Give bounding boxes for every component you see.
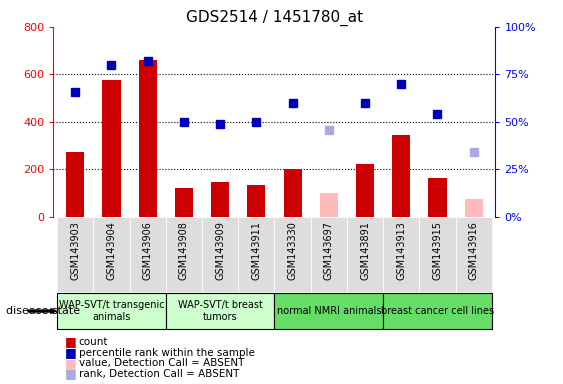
FancyBboxPatch shape (57, 293, 166, 329)
FancyBboxPatch shape (202, 217, 238, 292)
Bar (138, 60, 157, 217)
FancyBboxPatch shape (383, 293, 492, 329)
Text: ■: ■ (65, 357, 77, 370)
Text: WAP-SVT/t transgenic
animals: WAP-SVT/t transgenic animals (59, 300, 164, 322)
Text: ■: ■ (65, 346, 77, 359)
Bar (284, 169, 302, 217)
Text: ■: ■ (65, 335, 77, 348)
Text: rank, Detection Call = ABSENT: rank, Detection Call = ABSENT (79, 369, 239, 379)
FancyBboxPatch shape (166, 217, 202, 292)
Bar (320, 193, 338, 217)
Text: GSM143915: GSM143915 (432, 221, 443, 280)
Text: GSM143908: GSM143908 (179, 221, 189, 280)
Bar (211, 182, 229, 217)
FancyBboxPatch shape (347, 217, 383, 292)
Text: GSM143330: GSM143330 (288, 221, 298, 280)
Bar (247, 185, 265, 217)
Bar (102, 80, 120, 217)
FancyBboxPatch shape (311, 217, 347, 292)
FancyBboxPatch shape (419, 217, 455, 292)
FancyBboxPatch shape (57, 217, 93, 292)
Bar (356, 164, 374, 217)
Text: disease state: disease state (6, 306, 80, 316)
Bar (428, 179, 446, 217)
FancyBboxPatch shape (275, 217, 311, 292)
FancyBboxPatch shape (238, 217, 275, 292)
Text: GSM143916: GSM143916 (469, 221, 479, 280)
Text: normal NMRI animals: normal NMRI animals (276, 306, 381, 316)
Text: GSM143906: GSM143906 (142, 221, 153, 280)
Text: count: count (79, 337, 108, 347)
Text: WAP-SVT/t breast
tumors: WAP-SVT/t breast tumors (178, 300, 262, 322)
Text: GSM143697: GSM143697 (324, 221, 334, 280)
Bar (175, 189, 193, 217)
Text: GSM143909: GSM143909 (215, 221, 225, 280)
Text: GSM143911: GSM143911 (251, 221, 261, 280)
FancyBboxPatch shape (383, 217, 419, 292)
Title: GDS2514 / 1451780_at: GDS2514 / 1451780_at (186, 9, 363, 25)
Text: breast cancer cell lines: breast cancer cell lines (381, 306, 494, 316)
Bar (392, 135, 410, 217)
FancyBboxPatch shape (275, 293, 383, 329)
Bar (66, 152, 84, 217)
FancyBboxPatch shape (166, 293, 275, 329)
Text: ■: ■ (65, 367, 77, 381)
Text: GSM143904: GSM143904 (106, 221, 117, 280)
Text: GSM143891: GSM143891 (360, 221, 370, 280)
Text: percentile rank within the sample: percentile rank within the sample (79, 348, 254, 358)
Bar (464, 199, 482, 217)
FancyBboxPatch shape (93, 217, 129, 292)
FancyBboxPatch shape (129, 217, 166, 292)
Text: value, Detection Call = ABSENT: value, Detection Call = ABSENT (79, 358, 244, 368)
FancyBboxPatch shape (455, 217, 492, 292)
Text: GSM143913: GSM143913 (396, 221, 406, 280)
Text: GSM143903: GSM143903 (70, 221, 80, 280)
